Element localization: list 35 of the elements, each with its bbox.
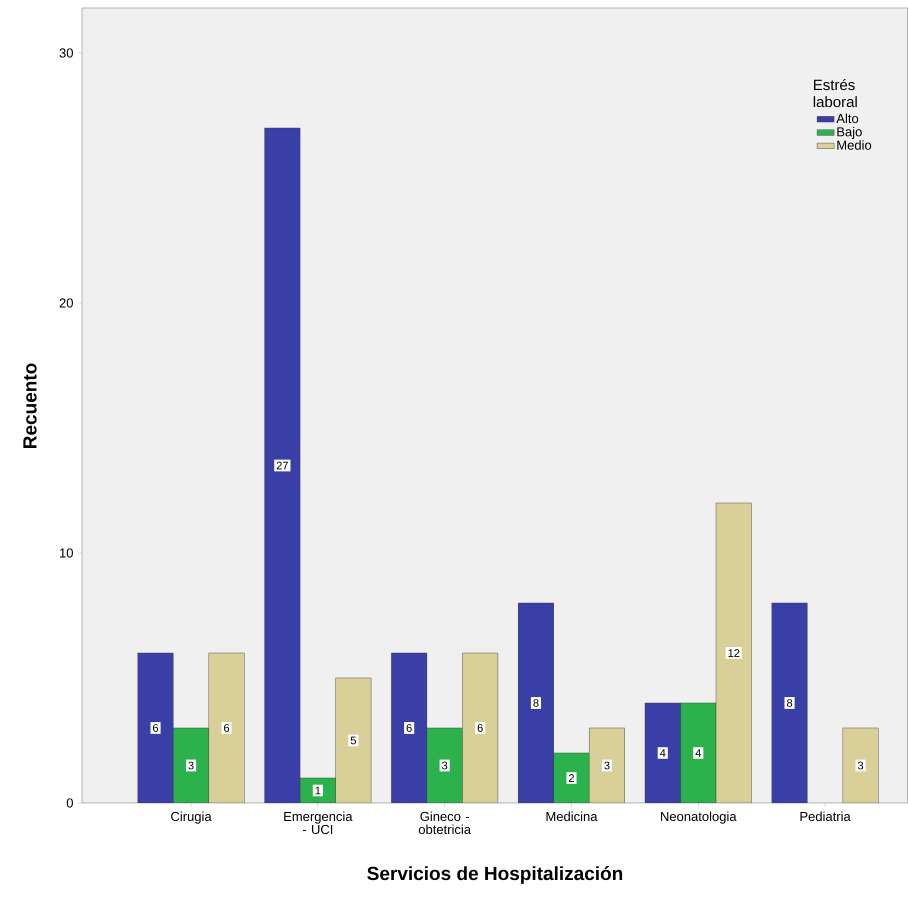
data-label: 5 [350,736,356,744]
legend-label: Bajo [837,126,862,140]
data-label: 8 [786,699,792,707]
data-label: 1 [316,786,320,794]
x-tick-label: Medicina [546,812,598,822]
data-label: 3 [442,762,448,770]
x-axis-title: Servicios de Hospitalización [367,866,622,884]
data-label: 12 [728,649,740,657]
x-tick-label: Emergencia - UCI [284,812,353,834]
bar [772,602,808,803]
data-label: 6 [224,724,230,732]
y-tick-label: 30 [60,48,73,58]
data-label: 6 [153,724,158,732]
data-label: 4 [660,749,666,757]
data-label: 4 [695,749,702,757]
legend-title: Estrés laboral [814,78,857,108]
y-axis-title: Recuento [23,363,37,448]
y-tick-label: 0 [66,798,73,808]
x-tick-label: Cirugia [171,812,212,824]
data-label: 6 [478,724,483,732]
data-label: 8 [533,699,539,707]
data-label: 6 [406,724,412,732]
x-tick-label: Pediatria [800,812,851,822]
bar [842,728,879,803]
data-label: 3 [188,762,194,770]
y-tick-label: 20 [60,298,73,308]
y-tick-label: 10 [60,548,73,558]
data-label: 3 [858,762,864,770]
data-label: 27 [276,462,288,470]
x-tick-label: Gineco - obtetricia [418,812,472,834]
data-label: 3 [604,762,610,770]
x-tick-label: Neonatologia [661,812,737,824]
legend-label: Medio [837,140,872,150]
legend-label: Alto [836,114,858,124]
data-label: 2 [568,774,574,782]
